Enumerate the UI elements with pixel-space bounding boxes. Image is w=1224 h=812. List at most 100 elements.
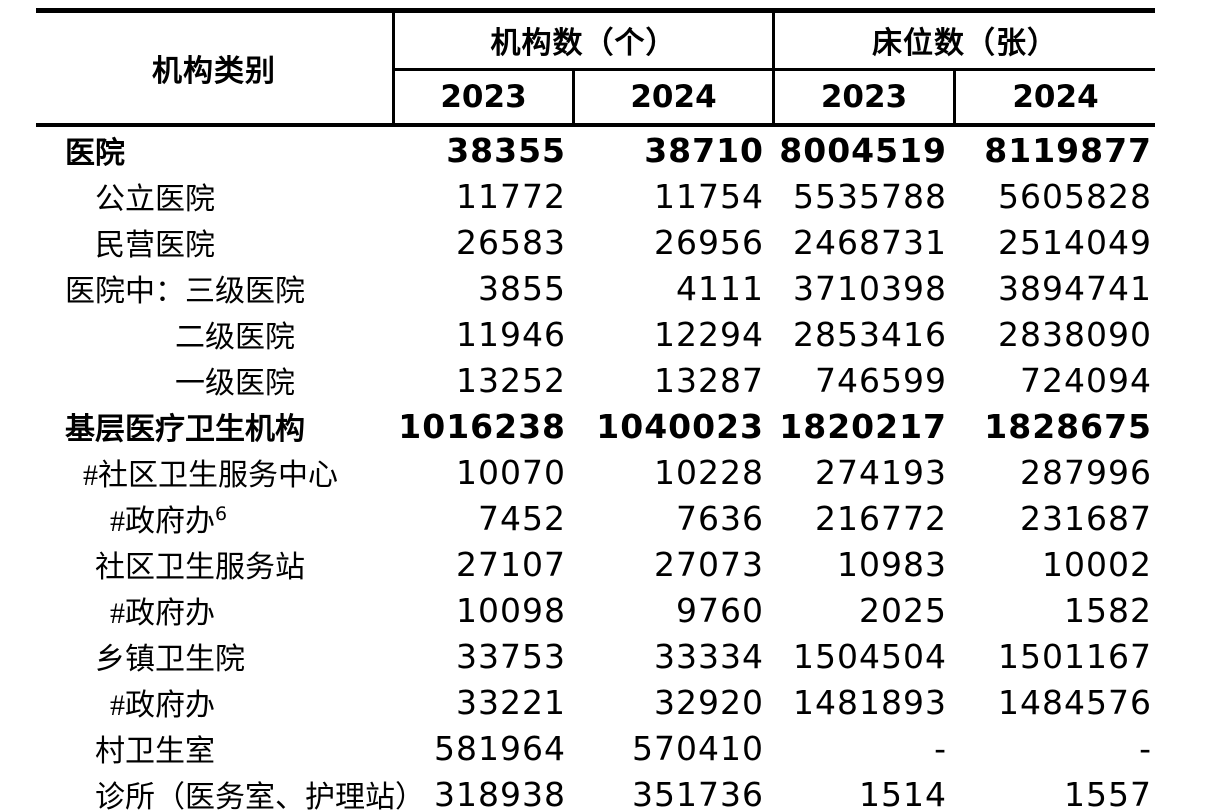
num-cell: 1504504 <box>793 636 947 676</box>
row-label: #政府办 <box>110 689 215 722</box>
num-cell: 216772 <box>815 498 947 538</box>
num-cell: 1481893 <box>793 682 947 722</box>
num-cell: 3894741 <box>998 268 1152 308</box>
row-label: 一级医院 <box>175 367 295 400</box>
num-cell: 231687 <box>1020 498 1152 538</box>
table-row: 一级医院 13252 13287 746599 724094 <box>36 357 1155 403</box>
table-row: 村卫生室 581964 570410 - - <box>36 725 1155 771</box>
num-cell: 570410 <box>632 728 764 768</box>
table-row: 医院 38355 38710 8004519 8119877 <box>36 127 1155 173</box>
num-cell: 1016238 <box>398 406 566 446</box>
table-row: 乡镇卫生院 33753 33334 1504504 1501167 <box>36 633 1155 679</box>
num-cell: 287996 <box>1020 452 1152 492</box>
row-label: #社区卫生服务中心 <box>83 459 338 492</box>
year-header-beds-2024: 2024 <box>1012 79 1099 115</box>
num-cell: 2468731 <box>793 222 947 262</box>
num-cell: 10070 <box>456 452 566 492</box>
row-label: 二级医院 <box>175 321 295 354</box>
row-label: 公立医院 <box>95 183 215 216</box>
table-row: #社区卫生服务中心 10070 10228 274193 287996 <box>36 449 1155 495</box>
num-cell: 318938 <box>434 774 566 812</box>
row-label: #政府办6 <box>36 496 392 540</box>
row-label: 医院中：三级医院 <box>65 275 305 308</box>
table-row: #政府办 10098 9760 2025 1582 <box>36 587 1155 633</box>
num-cell: 38710 <box>644 130 764 170</box>
row-label: 基层医疗卫生机构 <box>65 413 305 446</box>
header-divider-vertical <box>953 71 956 123</box>
table-row: 公立医院 11772 11754 5535788 5605828 <box>36 173 1155 219</box>
row-label: 乡镇卫生院 <box>95 643 245 676</box>
row-label: 村卫生室 <box>95 735 215 768</box>
num-cell: 1820217 <box>779 406 947 446</box>
num-cell: 5605828 <box>998 176 1152 216</box>
num-cell: 8119877 <box>984 130 1152 170</box>
num-cell: 33221 <box>456 682 566 722</box>
num-cell: 26956 <box>654 222 764 262</box>
table-row: 民营医院 26583 26956 2468731 2514049 <box>36 219 1155 265</box>
table-row: 基层医疗卫生机构 1016238 1040023 1820217 1828675 <box>36 403 1155 449</box>
num-cell: 9760 <box>676 590 764 630</box>
num-cell: 746599 <box>815 360 947 400</box>
row-label: 诊所（医务室、护理站） <box>95 781 425 812</box>
table-body: 医院 38355 38710 8004519 8119877 公立医院 1177… <box>36 127 1155 812</box>
num-cell: 274193 <box>815 452 947 492</box>
row-label: #政府办 <box>110 597 215 630</box>
row-label: 民营医院 <box>95 229 215 262</box>
num-cell: 2838090 <box>998 314 1152 354</box>
num-cell: 1040023 <box>596 406 764 446</box>
header-divider-horizontal <box>392 68 1155 71</box>
table-row: 二级医院 11946 12294 2853416 2838090 <box>36 311 1155 357</box>
num-cell: 12294 <box>654 314 764 354</box>
num-cell: 1828675 <box>984 406 1152 446</box>
num-cell: 3855 <box>478 268 566 308</box>
table-row: 医院中：三级医院 3855 4111 3710398 3894741 <box>36 265 1155 311</box>
row-label: 医院 <box>65 137 125 170</box>
num-cell: 8004519 <box>779 130 947 170</box>
num-cell: 27107 <box>456 544 566 584</box>
num-cell: 5535788 <box>793 176 947 216</box>
column-header-category: 机构类别 <box>152 55 276 88</box>
num-cell: 11772 <box>456 176 566 216</box>
num-cell: 27073 <box>654 544 764 584</box>
num-cell: 7452 <box>478 498 566 538</box>
num-cell: 11754 <box>654 176 764 216</box>
statistics-table: 机构类别 机构数（个） 床位数（张） 2023 2024 2023 2024 医… <box>36 8 1155 812</box>
row-label-text: #政府办 <box>110 505 215 538</box>
num-cell: 2025 <box>859 590 947 630</box>
num-cell: 13287 <box>654 360 764 400</box>
num-cell: 10228 <box>654 452 764 492</box>
year-header-inst-2023: 2023 <box>440 79 527 115</box>
num-cell: 2514049 <box>998 222 1152 262</box>
num-cell: 581964 <box>434 728 566 768</box>
num-cell: 4111 <box>676 268 764 308</box>
num-cell: 33753 <box>456 636 566 676</box>
num-cell: 26583 <box>456 222 566 262</box>
num-cell: 13252 <box>456 360 566 400</box>
num-cell: 3710398 <box>793 268 947 308</box>
num-cell: 10098 <box>456 590 566 630</box>
table-row: #政府办 33221 32920 1481893 1484576 <box>36 679 1155 725</box>
num-cell: 32920 <box>654 682 764 722</box>
table-row: 社区卫生服务站 27107 27073 10983 10002 <box>36 541 1155 587</box>
footnote-ref: 6 <box>215 503 228 525</box>
table-row: 诊所（医务室、护理站） 318938 351736 1514 1557 <box>36 771 1155 812</box>
num-cell: 33334 <box>654 636 764 676</box>
num-cell: 724094 <box>1020 360 1152 400</box>
table-row: #政府办6 7452 7636 216772 231687 <box>36 495 1155 541</box>
year-header-beds-2023: 2023 <box>820 79 908 115</box>
group-header-beds: 床位数（张） <box>872 27 1058 60</box>
num-cell: 1501167 <box>998 636 1152 676</box>
num-cell: 11946 <box>456 314 566 354</box>
year-header-inst-2024: 2024 <box>630 79 717 115</box>
num-cell: - <box>1139 728 1152 768</box>
num-cell: 1514 <box>859 774 947 812</box>
row-label: 社区卫生服务站 <box>95 551 305 584</box>
num-cell: 10002 <box>1042 544 1152 584</box>
num-cell: 351736 <box>632 774 764 812</box>
num-cell: 38355 <box>446 130 566 170</box>
num-cell: 10983 <box>837 544 947 584</box>
num-cell: 1484576 <box>998 682 1152 722</box>
num-cell: 1557 <box>1064 774 1152 812</box>
num-cell: 2853416 <box>793 314 947 354</box>
